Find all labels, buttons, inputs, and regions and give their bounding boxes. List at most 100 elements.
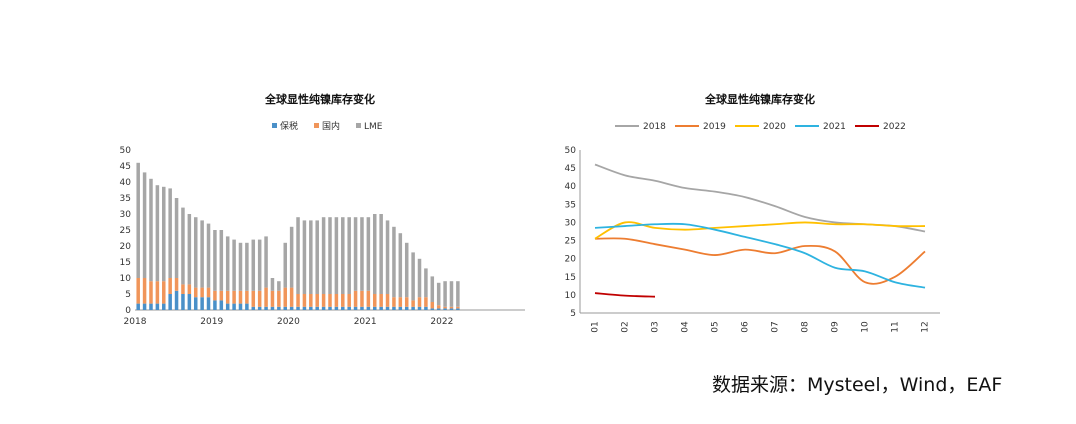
legend-swatch-国内 xyxy=(314,123,319,128)
bar-LME xyxy=(142,172,147,278)
bar-LME xyxy=(162,186,166,282)
bar-LME xyxy=(283,242,288,288)
y-tick-label: 45 xyxy=(120,162,131,172)
bar-保税 xyxy=(379,306,383,310)
bar-国内 xyxy=(206,287,211,298)
bar-国内 xyxy=(347,294,351,307)
x-tick-label: 04 xyxy=(681,321,691,333)
legend-label-2021: 2021 xyxy=(823,122,846,132)
bar-LME xyxy=(347,217,351,294)
bar-保税 xyxy=(200,297,204,310)
bar-保税 xyxy=(449,308,454,310)
bar-保税 xyxy=(142,303,147,310)
bar-LME xyxy=(411,252,415,301)
bar-LME xyxy=(270,278,275,291)
bar-国内 xyxy=(385,294,390,307)
x-tick-label: 2018 xyxy=(124,317,147,327)
bar-国内 xyxy=(245,290,249,304)
bar-保税 xyxy=(341,306,345,310)
bar-LME xyxy=(424,268,428,298)
bar-保税 xyxy=(430,308,435,310)
bar-保税 xyxy=(245,303,249,310)
y-tick-label: 20 xyxy=(565,255,577,265)
bar-国内 xyxy=(353,290,358,307)
x-tick-label: 12 xyxy=(921,321,931,332)
bar-保税 xyxy=(417,306,422,310)
bar-LME xyxy=(341,217,345,294)
y-tick-label: 40 xyxy=(565,182,577,192)
legend-label-国内: 国内 xyxy=(322,120,340,132)
bar-保税 xyxy=(219,300,224,310)
bar-LME xyxy=(193,217,198,288)
bar-LME xyxy=(264,236,268,288)
bar-国内 xyxy=(328,294,332,307)
bar-LME xyxy=(296,217,300,294)
bar-保税 xyxy=(225,303,230,310)
bar-保税 xyxy=(238,303,243,310)
y-tick-label: 20 xyxy=(120,242,132,252)
x-tick-label: 2020 xyxy=(277,317,300,327)
bar-LME xyxy=(149,178,153,282)
legend-label-2022: 2022 xyxy=(883,122,906,132)
x-tick-label: 06 xyxy=(741,321,751,333)
bar-LME xyxy=(136,162,140,278)
y-tick-label: 10 xyxy=(120,274,132,284)
bar-保税 xyxy=(456,308,460,310)
bar-保税 xyxy=(149,303,153,310)
bar-LME xyxy=(449,281,454,307)
x-tick-label: 05 xyxy=(711,321,721,332)
bar-国内 xyxy=(309,294,313,307)
bar-国内 xyxy=(392,297,396,307)
bar-保税 xyxy=(206,297,211,310)
bar-保税 xyxy=(162,303,166,310)
bar-国内 xyxy=(136,278,140,304)
bar-保税 xyxy=(443,308,447,310)
bar-保税 xyxy=(353,306,358,310)
bar-LME xyxy=(289,226,294,288)
x-tick-label: 2019 xyxy=(200,317,223,327)
bar-国内 xyxy=(404,297,409,307)
bar-国内 xyxy=(334,294,339,307)
y-tick-label: 40 xyxy=(120,178,132,188)
bar-保税 xyxy=(411,306,415,310)
bar-LME xyxy=(155,185,160,282)
bar-保税 xyxy=(315,306,319,310)
bar-LME xyxy=(225,236,230,291)
bar-保税 xyxy=(283,306,288,310)
bar-LME xyxy=(181,207,185,285)
x-tick-label: 03 xyxy=(651,321,661,332)
series-line-2019 xyxy=(594,237,926,285)
bar-保税 xyxy=(360,306,364,310)
source-note: 数据来源：Mysteel，Wind，EAF xyxy=(712,374,1003,396)
bar-LME xyxy=(366,217,371,291)
bar-国内 xyxy=(379,294,383,307)
bar-保税 xyxy=(398,306,403,310)
y-tick-label: 25 xyxy=(120,226,131,236)
bar-保税 xyxy=(321,306,326,310)
bar-国内 xyxy=(225,290,230,304)
bar-保税 xyxy=(174,290,179,310)
bar-保税 xyxy=(347,306,351,310)
bar-保税 xyxy=(334,306,339,310)
bar-国内 xyxy=(162,281,166,304)
bar-LME xyxy=(328,217,332,294)
bar-保税 xyxy=(168,294,172,310)
x-tick-label: 11 xyxy=(891,321,901,332)
bar-国内 xyxy=(443,306,447,309)
bar-保税 xyxy=(296,306,300,310)
y-tick-label: 15 xyxy=(120,258,131,268)
bar-国内 xyxy=(417,297,422,307)
bar-国内 xyxy=(411,300,415,307)
bar-保税 xyxy=(264,306,268,310)
bar-国内 xyxy=(424,297,428,307)
bar-保税 xyxy=(270,306,275,310)
bar-LME xyxy=(309,220,313,294)
bar-保税 xyxy=(251,306,256,310)
bar-LME xyxy=(385,220,390,294)
y-tick-label: 35 xyxy=(565,200,576,210)
y-tick-label: 50 xyxy=(565,146,577,156)
bar-国内 xyxy=(283,287,288,307)
series-line-2020 xyxy=(594,221,926,240)
x-tick-label: 08 xyxy=(801,321,811,333)
bar-保税 xyxy=(289,306,294,310)
